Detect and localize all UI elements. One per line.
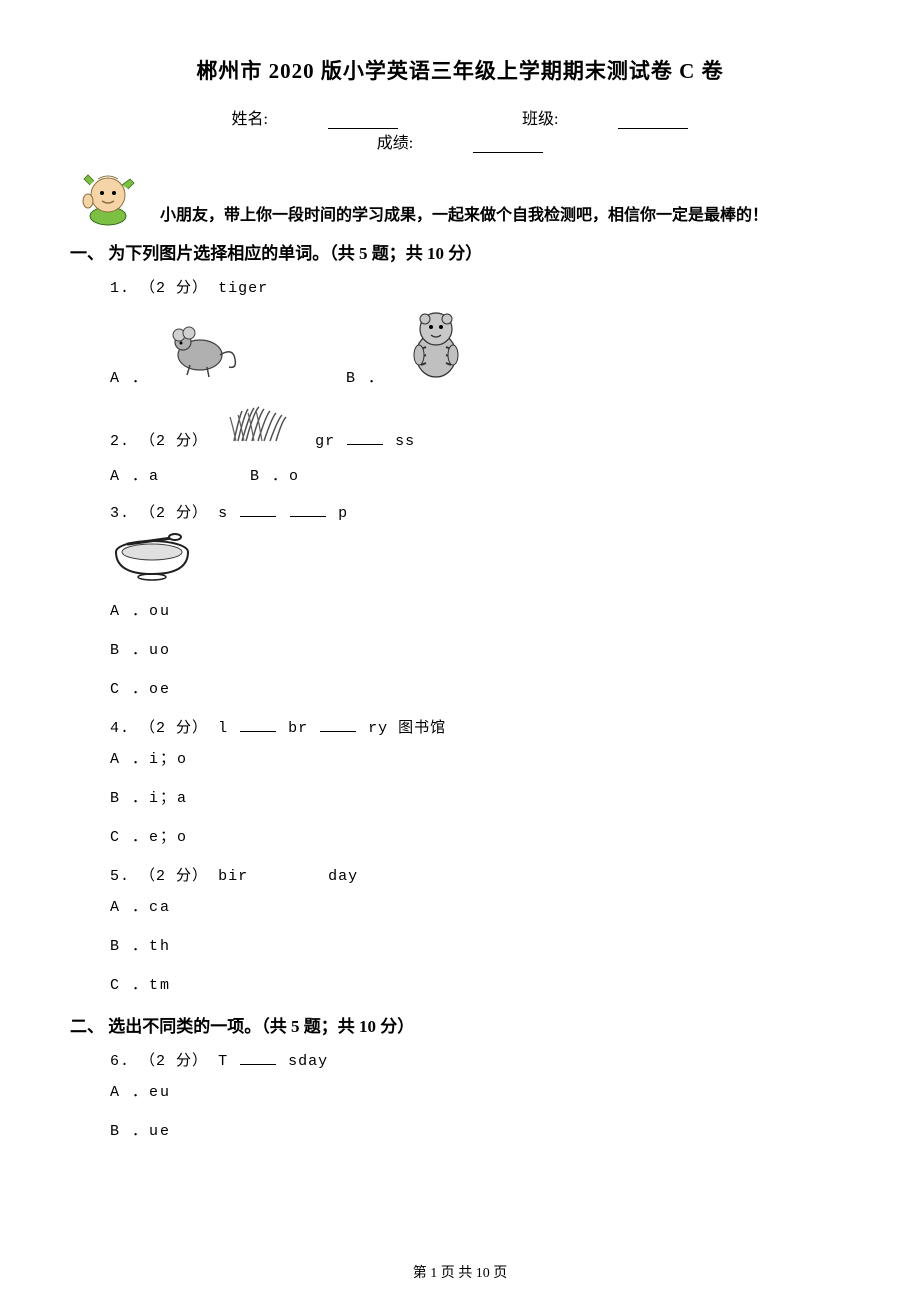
q4-blank1 [240, 718, 276, 732]
q3-number: 3. [110, 505, 130, 522]
q4-optB: B ．i；a [110, 786, 850, 807]
q4-number: 4. [110, 720, 130, 737]
q6-text: 6. （2 分） T sday [110, 1049, 850, 1070]
q5-prefix: bir [218, 868, 248, 885]
q2-suffix: ss [395, 433, 415, 450]
soup-bowl-icon [110, 532, 200, 582]
q1-text: 1. （2 分） tiger [110, 276, 850, 297]
q1-optA-label: A ． [110, 370, 149, 387]
q3-blank2 [290, 503, 326, 517]
q4-seg3: ry 图书馆 [368, 720, 446, 737]
q6-number: 6. [110, 1053, 130, 1070]
q3-optC: C ．oe [110, 677, 850, 698]
q5-number: 5. [110, 868, 130, 885]
q2-prefix: gr [315, 433, 335, 450]
class-field: 班级: [492, 105, 718, 129]
page-number: 第 1 页 共 10 页 [0, 1262, 920, 1282]
q1-options: A ． B ． [110, 307, 850, 387]
q1-number: 1. [110, 280, 130, 297]
score-label: 成绩: [377, 129, 413, 153]
score-field: 成绩: [347, 129, 573, 153]
question-6: 6. （2 分） T sday A ．eu B ．ue [110, 1049, 850, 1140]
q4-optA: A ．i；o [110, 747, 850, 768]
question-2: 2. （2 分） gr ss A ．a B ．o [110, 403, 850, 485]
q5-text: 5. （2 分） bir day [110, 864, 850, 885]
section1-heading: 一、 为下列图片选择相应的单词。（共 5 题；共 10 分） [70, 239, 850, 264]
score-blank [473, 135, 543, 153]
class-blank [618, 111, 688, 129]
question-4: 4. （2 分） l br ry 图书馆 A ．i；o B ．i；a C ．e；… [110, 716, 850, 846]
encouragement-text: 小朋友，带上你一段时间的学习成果，一起来做个自我检测吧，相信你一定是最棒的！ [160, 201, 768, 227]
q1-option-b: B ． [346, 307, 477, 387]
grass-image-icon [224, 403, 299, 450]
q2-blank [347, 431, 383, 445]
q6-suffix: sday [288, 1053, 328, 1070]
q4-text: 4. （2 分） l br ry 图书馆 [110, 716, 850, 737]
q2-optB: B ．o [250, 464, 300, 485]
question-1: 1. （2 分） tiger A ． B ． [110, 276, 850, 387]
q5-optA: A ．ca [110, 895, 850, 916]
question-3: 3. （2 分） s p A ．ou B ．uo C ．oe [110, 501, 850, 698]
q3-suffix: p [338, 505, 348, 522]
q2-number: 2. [110, 433, 130, 450]
mouse-image-icon [165, 317, 240, 387]
q2-options: A ．a B ．o [110, 464, 850, 485]
name-field: 姓名: [202, 105, 428, 129]
q1-word: tiger [218, 280, 268, 297]
q6-prefix: T [218, 1053, 228, 1070]
section2-heading: 二、 选出不同类的一项。（共 5 题；共 10 分） [70, 1012, 850, 1037]
q5-points: （2 分） [140, 868, 208, 885]
q1-option-a: A ． [110, 317, 246, 387]
q4-blank2 [320, 718, 356, 732]
q3-blank1 [240, 503, 276, 517]
q1-optB-label: B ． [346, 370, 385, 387]
q2-points: （2 分） [140, 433, 208, 450]
page-title: 郴州市 2020 版小学英语三年级上学期期末测试卷 C 卷 [70, 55, 850, 85]
name-blank [328, 111, 398, 129]
name-label: 姓名: [232, 105, 268, 129]
soup-bowl-image [110, 532, 850, 587]
q3-prefix: s [218, 505, 228, 522]
q4-seg2: br [288, 720, 308, 737]
q5-optC: C ．tm [110, 973, 850, 994]
q1-points: （2 分） [140, 280, 208, 297]
q2-text: 2. （2 分） gr ss [110, 403, 850, 450]
q4-seg1: l [218, 720, 228, 737]
q5-suffix: day [328, 868, 358, 885]
q6-blank [240, 1051, 276, 1065]
q6-points: （2 分） [140, 1053, 208, 1070]
q3-text: 3. （2 分） s p [110, 501, 850, 522]
q5-optB: B ．th [110, 934, 850, 955]
q5-options: A ．ca B ．th C ．tm [110, 895, 850, 994]
q6-optA: A ．eu [110, 1080, 850, 1101]
q4-optC: C ．e；o [110, 825, 850, 846]
mascot-row: 小朋友，带上你一段时间的学习成果，一起来做个自我检测吧，相信你一定是最棒的！ [80, 171, 850, 227]
question-5: 5. （2 分） bir day A ．ca B ．th C ．tm [110, 864, 850, 994]
q6-options: A ．eu B ．ue [110, 1080, 850, 1140]
q4-points: （2 分） [140, 720, 208, 737]
q4-options: A ．i；o B ．i；a C ．e；o [110, 747, 850, 846]
q2-optA: A ．a [110, 464, 160, 485]
q3-points: （2 分） [140, 505, 208, 522]
q6-optB: B ．ue [110, 1119, 850, 1140]
header-fields: 姓名: 班级: 成绩: [70, 105, 850, 153]
q3-optA: A ．ou [110, 599, 850, 620]
q3-optB: B ．uo [110, 638, 850, 659]
class-label: 班级: [522, 105, 558, 129]
mascot-icon [80, 171, 140, 227]
q3-options: A ．ou B ．uo C ．oe [110, 599, 850, 698]
tiger-image-icon [401, 307, 471, 387]
